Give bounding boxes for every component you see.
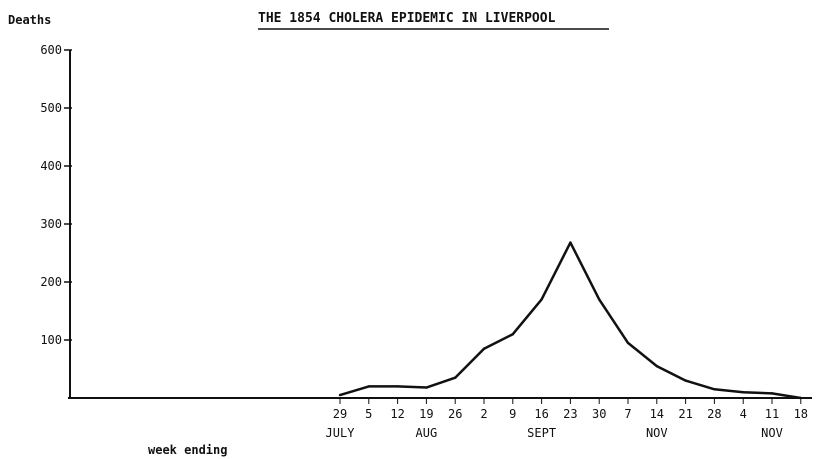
month-label: AUG <box>416 426 438 440</box>
x-ticks: 29 5 12 19 26 2 9 16 23 30 7 14 21 28 4 11 18 <box>333 398 808 421</box>
y-tick-label: 200 <box>40 275 62 289</box>
data-point <box>770 392 774 395</box>
x-tick-label: 28 <box>707 407 721 421</box>
data-point <box>626 341 630 345</box>
data-point <box>511 333 514 336</box>
x-axis-label: week ending <box>148 443 227 457</box>
x-tick-label: 2 <box>480 407 487 421</box>
y-ticks: 600 500 400 300 200 100 <box>40 43 72 347</box>
data-point <box>425 386 428 389</box>
x-tick-label: 16 <box>534 407 548 421</box>
y-tick-label: 600 <box>40 43 62 57</box>
x-tick-label: 26 <box>448 407 462 421</box>
data-point <box>713 388 716 391</box>
y-tick-label: 400 <box>40 159 62 173</box>
data-point <box>655 364 658 368</box>
x-tick-label: 7 <box>624 407 631 421</box>
x-tick-label: 5 <box>365 407 372 421</box>
data-point <box>684 379 687 382</box>
y-axis-label: Deaths <box>8 13 51 27</box>
x-tick-label: 29 <box>333 407 347 421</box>
data-point <box>482 347 486 350</box>
month-label: NOV <box>646 426 668 440</box>
month-label: JULY <box>326 426 356 440</box>
x-tick-label: 11 <box>765 407 779 421</box>
plot-area <box>338 241 802 400</box>
y-tick-label: 100 <box>40 333 62 347</box>
x-tick-label: 9 <box>509 407 516 421</box>
data-point <box>367 385 370 388</box>
x-tick-label: 23 <box>563 407 577 421</box>
data-point <box>338 393 342 397</box>
data-point <box>540 298 543 301</box>
x-tick-label: 12 <box>390 407 404 421</box>
x-tick-label: 18 <box>794 407 808 421</box>
series-line <box>339 241 801 400</box>
y-tick-label: 300 <box>40 217 62 231</box>
x-tick-label: 4 <box>740 407 747 421</box>
month-labels: JULY AUG SEPT NOV NOV <box>326 426 783 440</box>
data-point <box>396 385 399 388</box>
x-tick-label: 21 <box>678 407 692 421</box>
month-label: SEPT <box>527 426 556 440</box>
x-tick-label: 14 <box>650 407 664 421</box>
data-point <box>598 298 601 301</box>
chart-title: THE 1854 CHOLERA EPIDEMIC IN LIVERPOOL <box>258 11 556 26</box>
y-tick-label: 500 <box>40 101 62 115</box>
data-point <box>569 241 572 244</box>
x-tick-label: 19 <box>419 407 433 421</box>
data-point <box>742 391 745 394</box>
x-tick-label: 30 <box>592 407 606 421</box>
data-point <box>799 396 802 400</box>
data-point <box>454 376 457 379</box>
month-label: NOV <box>761 426 783 440</box>
